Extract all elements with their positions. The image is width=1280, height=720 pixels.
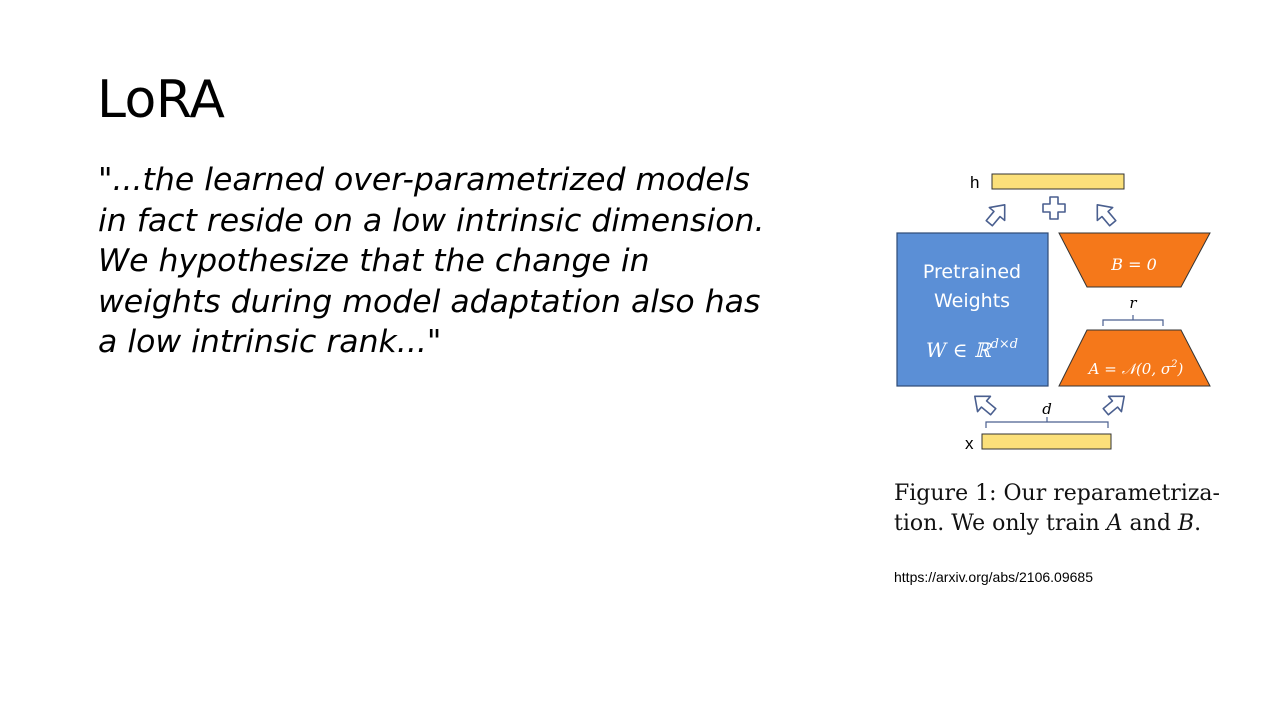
dimension-label: d	[1042, 400, 1052, 418]
pretrained-label-line2: Weights	[934, 290, 1010, 312]
caption-line-1: Figure 1: Our reparametriza-	[894, 481, 1220, 506]
pretrained-weights-box	[896, 232, 1049, 387]
matrix-a-trapezoid	[1058, 329, 1211, 387]
plus-icon	[1042, 196, 1066, 220]
left-input-arrow-icon	[974, 395, 997, 416]
input-label: x	[965, 434, 974, 453]
right-output-arrow-icon	[1096, 204, 1117, 227]
source-link[interactable]: https://arxiv.org/abs/2106.09685	[894, 569, 1093, 585]
dimension-brace	[985, 417, 1109, 428]
matrix-a-label: A = 𝒩(0, σ2)	[1087, 359, 1184, 378]
left-output-arrow-icon	[985, 204, 1006, 227]
output-bar	[991, 173, 1125, 190]
rank-brace	[1102, 315, 1164, 326]
pretrained-formula: W ∈ ℝd×d	[926, 337, 1018, 362]
input-bar	[981, 433, 1112, 450]
pretrained-label-line1: Pretrained	[923, 261, 1021, 283]
slide-title: LoRA	[97, 70, 225, 130]
quote-text: "...the learned over-parametrized models…	[98, 162, 765, 360]
lora-diagram: h Pretrained Weights W ∈ ℝd×d B = 0 r A …	[896, 173, 1211, 453]
right-input-arrow-icon	[1102, 395, 1125, 416]
output-label: h	[970, 173, 979, 192]
figure-caption: Figure 1: Our reparametriza- tion. We on…	[894, 479, 1234, 539]
rank-label: r	[1129, 294, 1137, 312]
matrix-b-trapezoid	[1058, 232, 1211, 288]
matrix-b-label: B = 0	[1110, 255, 1157, 274]
caption-line-2: tion. We only train A and B.	[894, 511, 1202, 536]
